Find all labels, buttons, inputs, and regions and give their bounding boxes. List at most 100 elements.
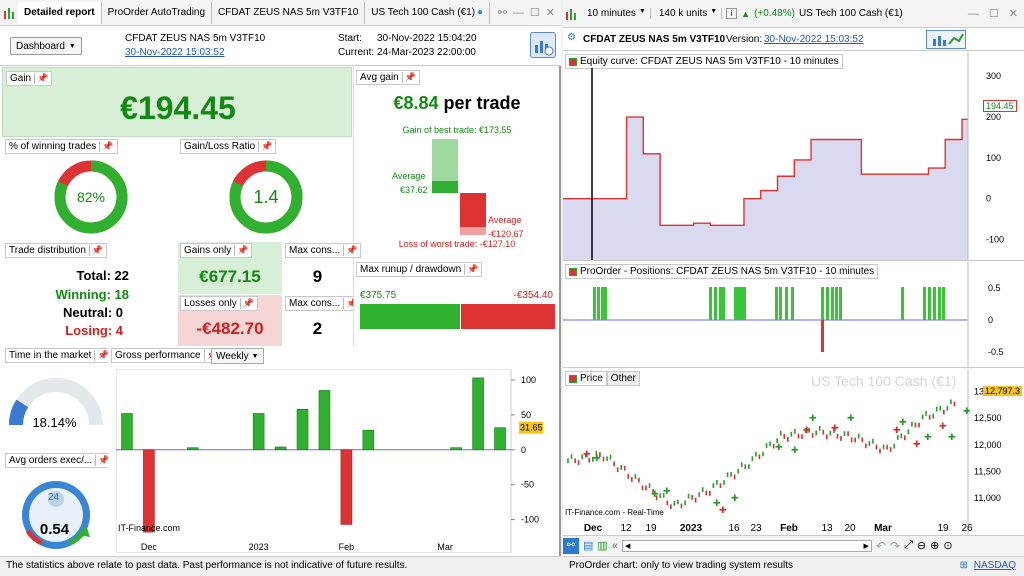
redo-icon[interactable]: ↷ <box>890 538 901 553</box>
max-cons-loss-title: Max cons... 📌 <box>285 296 362 311</box>
dashboard-dropdown[interactable]: Dashboard ▼ <box>10 37 82 55</box>
bar <box>187 447 199 451</box>
x-tick-label: Mar <box>437 542 453 552</box>
long-position-bar <box>734 287 737 320</box>
worst-trade-label: Loss of worst trade: -€127.10 <box>398 239 516 249</box>
info-icon[interactable]: i <box>726 8 738 19</box>
strategy-chart-icon[interactable] <box>926 30 966 49</box>
avg-negative-bar <box>460 193 486 227</box>
pin-icon[interactable]: 📌 <box>234 245 248 256</box>
tab-proorder[interactable]: ProOrder AutoTrading <box>102 1 213 24</box>
dial-label: 24 <box>48 492 60 503</box>
positions-y-tick-label: -0.5 <box>988 347 1004 357</box>
price-y-tick-label: 12,500 <box>974 413 1002 423</box>
nasdaq-link[interactable]: NASDAQ <box>973 560 1016 571</box>
plot-area <box>116 369 512 553</box>
chevron-down-icon: ▼ <box>68 42 76 50</box>
pin-icon[interactable]: 📌 <box>343 298 357 309</box>
long-position-bar <box>942 287 945 320</box>
gain-title: Gain 📌 <box>6 71 53 86</box>
x-tick-label: 2023 <box>249 542 269 552</box>
close-icon[interactable]: ✕ <box>545 7 555 19</box>
buy-marker-icon: ✚ <box>593 453 601 463</box>
buy-marker-icon: ✚ <box>809 413 817 423</box>
bar <box>121 413 133 451</box>
buy-marker-icon: ✚ <box>963 406 971 416</box>
losses-only-panel: Losses only 📌 -€482.70 <box>178 295 282 346</box>
minimize-icon[interactable]: — <box>512 6 524 19</box>
y-tick-label: 0 <box>521 445 526 455</box>
pin-icon[interactable]: 📌 <box>88 245 103 256</box>
maximize-icon[interactable]: ☐ <box>988 8 999 20</box>
positions-legend-swatch <box>569 267 577 276</box>
report-settings-icon[interactable] <box>530 32 556 58</box>
pin-icon[interactable]: 📌 <box>343 245 357 256</box>
avg-orders-panel: Avg orders exec/... 📌 24 0.54 <box>2 451 114 554</box>
equity-area <box>563 117 968 261</box>
tab-detailed-report[interactable]: Detailed report <box>18 1 102 24</box>
horizontal-scrollbar[interactable]: ◀ ▶ <box>621 539 872 552</box>
tab-strategy[interactable]: CFDAT ZEUS NAS 5m V3TF10 <box>212 1 366 24</box>
report-header: Dashboard ▼ CFDAT ZEUS NAS 5m V3TF10 30-N… <box>0 26 561 66</box>
pin-icon[interactable]: 📌 <box>34 73 48 84</box>
interval-dropdown[interactable]: 10 minutes ▼ <box>583 8 651 19</box>
proorder-note: ProOrder chart: only to view trading sys… <box>569 560 793 571</box>
y-tick-label: -100 <box>521 515 539 525</box>
gains-only-panel: Gains only 📌 €677.15 <box>178 242 282 294</box>
price-x-tick-label: 16 <box>728 523 740 534</box>
tab-price[interactable]: Price <box>565 371 607 386</box>
maximize-icon[interactable]: ☐ <box>529 7 540 19</box>
price-source: IT-Finance.com - Real-Time <box>565 508 664 517</box>
total-trades: Total: 22 <box>76 268 130 283</box>
time-in-market-arc <box>8 399 29 426</box>
indicators-icon[interactable]: ▥ <box>597 540 608 552</box>
share-icon[interactable]: ⚯ <box>497 7 507 19</box>
version-date-link[interactable]: 30-Nov-2022 15:03:52 <box>764 34 864 45</box>
avg-positive-bar <box>432 181 458 193</box>
lock-icon[interactable]: ⊙ <box>943 540 953 552</box>
pin-icon[interactable]: 📌 <box>258 141 272 152</box>
avg-negative-value: -€120.67 <box>488 229 524 239</box>
pin-icon[interactable]: 📌 <box>99 141 114 152</box>
scroll-right-icon[interactable]: ▶ <box>863 542 869 550</box>
pin-icon[interactable]: 📌 <box>401 72 416 83</box>
undo-icon[interactable]: ↶ <box>875 538 886 553</box>
zoom-out-icon[interactable]: ⊖ <box>916 540 927 552</box>
pin-icon[interactable]: 📌 <box>95 455 109 466</box>
losses-only-title: Losses only 📌 <box>180 296 259 311</box>
bar <box>494 427 506 451</box>
period-dropdown[interactable]: Weekly ▼ <box>211 348 264 364</box>
max-cons-loss-value: 2 <box>312 319 323 338</box>
scroll-left-icon[interactable]: ◀ <box>624 542 631 550</box>
zoom-in-icon[interactable]: ⊕ <box>930 540 940 552</box>
units-dropdown[interactable]: 140 k units ▼ <box>655 8 723 19</box>
price-x-tick-label: 12 <box>620 523 632 534</box>
long-position-bar <box>791 287 794 320</box>
sell-marker-icon: ✚ <box>913 439 921 449</box>
instrument-name: US Tech 100 Cash (€1) <box>798 8 903 19</box>
tab-instrument[interactable]: US Tech 100 Cash (€1) ● <box>365 1 491 24</box>
right-toolbar: 10 minutes ▼ 140 k units ▼ i ▲ (+0.48%) US… <box>563 0 1024 28</box>
pin-icon[interactable]: 📌 <box>239 298 254 309</box>
bar <box>362 429 375 451</box>
price-x-tick-label: 19 <box>937 523 949 534</box>
strategy-date-link[interactable]: 30-Nov-2022 15:03:52 <box>125 47 225 58</box>
minimize-icon[interactable]: — <box>967 7 979 20</box>
avg-orders-value: 0.54 <box>39 521 70 538</box>
share-icon[interactable]: ⚯ <box>563 537 579 554</box>
neutral-trades: Neutral: 0 <box>63 305 123 320</box>
equity-y-tick-label: 200 <box>986 112 1001 122</box>
dashboard-label: Dashboard <box>16 40 65 52</box>
scroll-left-double-icon[interactable]: « <box>611 539 618 552</box>
tab-other[interactable]: Other <box>606 371 640 386</box>
zoom-fit-icon[interactable]: ⤢ <box>904 539 913 551</box>
equity-line <box>563 116 968 226</box>
pin-icon[interactable]: 📌 <box>464 264 478 275</box>
pin-icon[interactable]: 📌 <box>94 350 109 361</box>
close-icon[interactable]: ✕ <box>1008 8 1018 20</box>
runup-title: Max runup / drawdown 📌 <box>356 262 483 277</box>
chart-type-icon[interactable]: ▤ <box>583 540 594 552</box>
gain-loss-donut <box>229 160 303 234</box>
long-position-bar <box>821 287 824 320</box>
clock-dial-icon <box>22 481 90 549</box>
